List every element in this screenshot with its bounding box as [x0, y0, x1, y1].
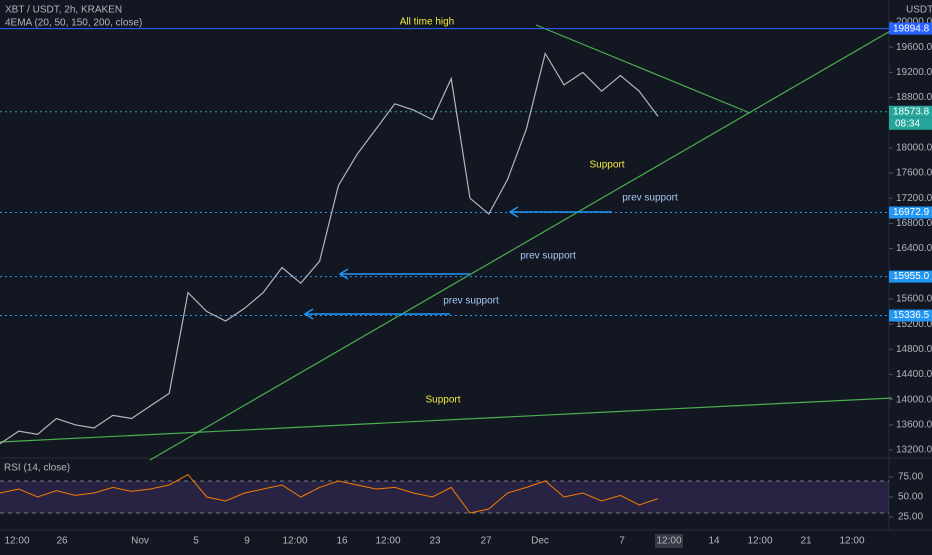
annotation: All time high — [400, 17, 454, 28]
level-label: 16972.9 — [893, 207, 930, 218]
time-label: 23 — [429, 536, 441, 547]
arrow — [508, 206, 612, 218]
price-label: 13200.0 — [896, 445, 932, 456]
trend-line — [535, 24, 751, 114]
price-label: 20000.0 — [896, 17, 932, 28]
rsi-label: 75.00 — [898, 472, 923, 483]
trend-line — [0, 397, 893, 443]
time-label: 21 — [800, 536, 812, 547]
price-label: 19200.0 — [896, 67, 932, 78]
time-label: 12:00 — [282, 536, 307, 547]
countdown: 08:34 — [895, 118, 920, 129]
time-label: 5 — [193, 536, 199, 547]
annotation: Support — [425, 395, 460, 406]
indicator: 4EMA (20, 50, 150, 200, close) — [5, 18, 142, 29]
level-label: 18573.8 — [893, 106, 930, 117]
level-tag — [889, 206, 932, 219]
annotation: prev support — [520, 251, 576, 262]
time-label: 12:00 — [747, 536, 772, 547]
time-label: 27 — [480, 536, 492, 547]
time-label: 7 — [619, 536, 625, 547]
rsi-label: 50.00 — [898, 492, 923, 503]
annotation: prev support — [443, 296, 499, 307]
annotation: Support — [589, 160, 624, 171]
time-label: 26 — [56, 536, 68, 547]
price-label: 17200.0 — [896, 193, 932, 204]
rsi-band — [0, 481, 889, 513]
price-label: 15200.0 — [896, 319, 932, 330]
level-tag — [889, 270, 932, 283]
rsi-label: 25.00 — [898, 512, 923, 523]
arrows — [303, 206, 612, 320]
time-label: 16 — [336, 536, 348, 547]
price-label: 14800.0 — [896, 344, 932, 355]
price-label: 18800.0 — [896, 92, 932, 103]
time-highlight — [655, 534, 683, 548]
rsi-line — [0, 473, 659, 514]
annotation: prev support — [622, 193, 678, 204]
arrow — [338, 268, 470, 280]
price-label: 18000.0 — [896, 143, 932, 154]
level-label: 15955.0 — [893, 271, 930, 282]
price-label: 15600.0 — [896, 294, 932, 305]
level-tag — [889, 22, 932, 35]
time-label: 14 — [708, 536, 720, 547]
price-label: 17600.0 — [896, 168, 932, 179]
price-label: 14400.0 — [896, 369, 932, 380]
level-tag — [889, 309, 932, 322]
level-label: 19894.8 — [893, 23, 930, 34]
time-label: Nov — [131, 536, 149, 547]
time-label: 12:00 — [839, 536, 864, 547]
price-label: 13600.0 — [896, 419, 932, 430]
time-label: 12:00 — [656, 536, 681, 547]
level-tag — [889, 105, 932, 118]
time-label: Dec — [531, 536, 549, 547]
currency: USDT — [906, 5, 932, 16]
time-label: 12:00 — [375, 536, 400, 547]
symbol: XBT / USDT, 2h, KRAKEN — [5, 5, 122, 16]
price-label: 16400.0 — [896, 243, 932, 254]
trend-line — [149, 29, 893, 461]
rsi-title: RSI (14, close) — [4, 463, 70, 474]
price-label: 14000.0 — [896, 394, 932, 405]
price-label: 16800.0 — [896, 218, 932, 229]
time-label: 12:00 — [4, 536, 29, 547]
price-label: 19600.0 — [896, 42, 932, 53]
time-label: 9 — [244, 536, 250, 547]
arrow — [303, 308, 450, 320]
price-line — [0, 51, 659, 445]
countdown-tag — [889, 117, 932, 130]
level-label: 15336.5 — [893, 310, 930, 321]
